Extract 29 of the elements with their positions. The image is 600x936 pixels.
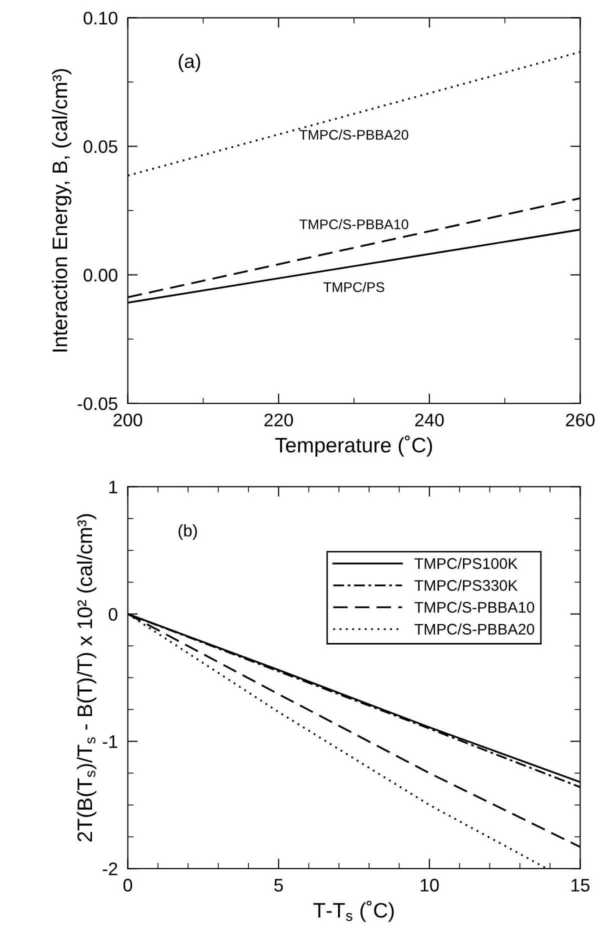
annotation: (b) bbox=[178, 524, 197, 540]
legend-label: TMPC/S-PBBA20 bbox=[414, 623, 534, 635]
x-tick-label: 0 bbox=[123, 878, 132, 892]
y-tick-label: 0 bbox=[108, 608, 118, 621]
x-tick-label: 260 bbox=[566, 414, 595, 426]
x-axis-title: T-T$_{s}$ (˚C) bbox=[313, 900, 394, 922]
y-tick-label: 0.05 bbox=[84, 140, 118, 154]
series-label: TMPC/PS bbox=[323, 282, 384, 292]
x-tick-label: 220 bbox=[264, 414, 293, 426]
x-tick-label: 240 bbox=[415, 414, 444, 426]
y-tick-label: -1 bbox=[102, 735, 118, 748]
x-tick-label: 200 bbox=[114, 414, 142, 426]
legend-label: TMPC/PS330K bbox=[414, 580, 518, 591]
y-axis-title: Interaction Energy, B, (cal/cm³) bbox=[52, 69, 72, 352]
x-tick-label: 5 bbox=[274, 878, 283, 892]
legend-label: TMPC/PS100K bbox=[414, 558, 518, 569]
y-tick-label: -2 bbox=[102, 862, 118, 876]
y-tick-label: 1 bbox=[109, 480, 118, 494]
legend-label: TMPC/S-PBBA10 bbox=[414, 602, 534, 613]
y-axis-title: 2T(B(T$_{s}$)/T$_{s}$ - B(T)/T) x 10² (cal/cm³) bbox=[76, 514, 96, 842]
series-label: TMPC/S-PBBA10 bbox=[300, 219, 408, 230]
y-tick-label: -0.05 bbox=[78, 397, 118, 410]
x-tick-label: 15 bbox=[572, 878, 590, 892]
x-tick-label: 10 bbox=[420, 878, 439, 892]
y-tick-label: 0.10 bbox=[84, 12, 118, 25]
annotation: (a) bbox=[178, 54, 200, 72]
x-axis-title: Temperature (˚C) bbox=[275, 436, 432, 457]
y-tick-label: 0.00 bbox=[84, 268, 118, 282]
series-label: TMPC/S-PBBA20 bbox=[300, 130, 408, 140]
